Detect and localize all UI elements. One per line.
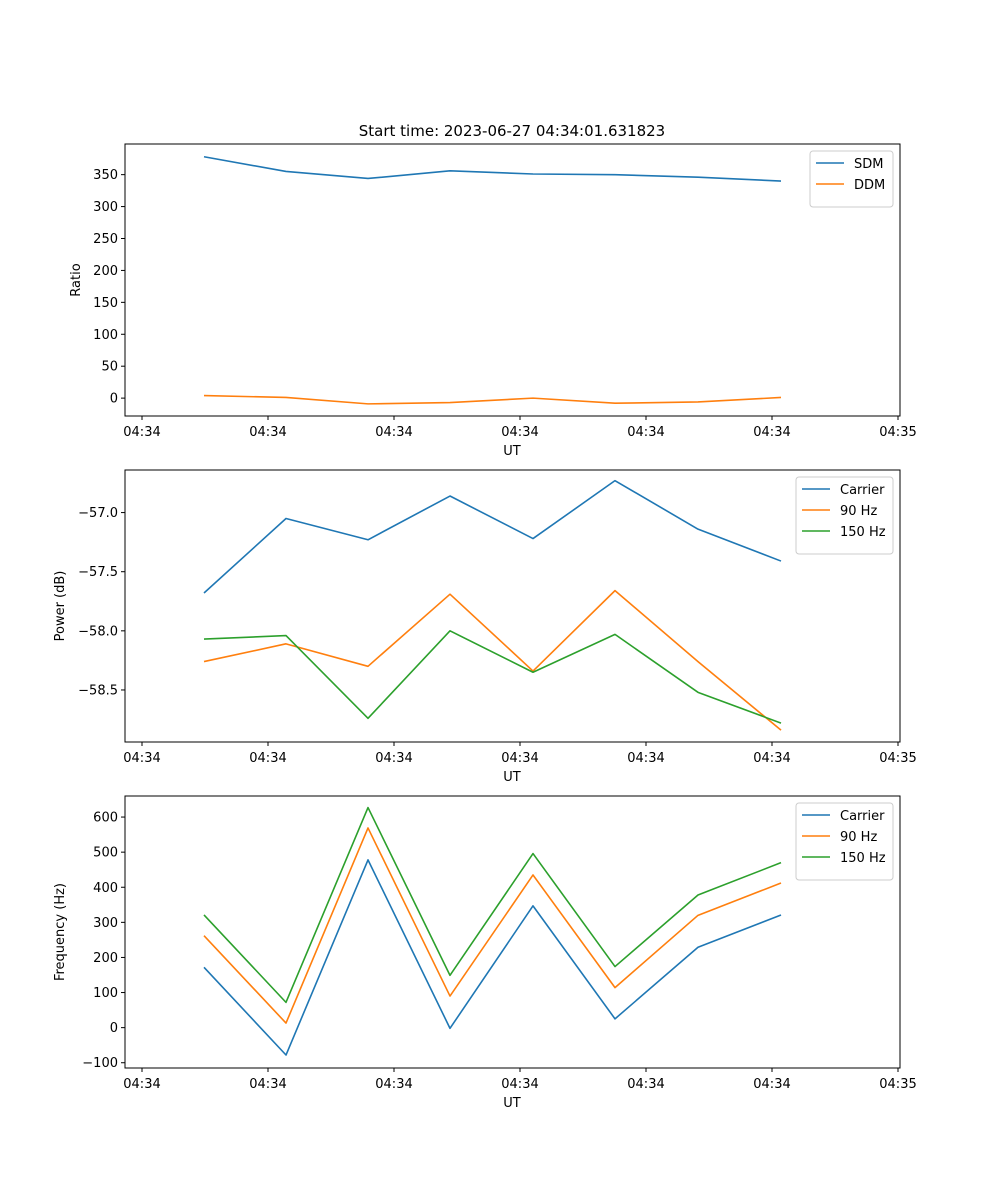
power-xtick-label: 04:35: [879, 751, 916, 766]
ratio-legend-box: [809, 150, 894, 208]
ratio-xtick-label: 04:34: [627, 425, 664, 440]
frequency-axes-frame: [124, 795, 901, 1069]
power-ytick-label: −58.0: [78, 624, 118, 639]
power-ytick-label: −57.5: [78, 565, 118, 580]
ratio-ytick-label: 300: [93, 200, 118, 215]
power-xaxis-label: UT: [503, 770, 521, 785]
ratio-xtick-label: 04:34: [753, 425, 790, 440]
frequency-ytick-label: 100: [93, 986, 118, 1001]
power-xtick-label: 04:34: [375, 751, 412, 766]
frequency-ytick-label: 0: [110, 1021, 118, 1036]
ratio-ytick-label: 150: [93, 296, 118, 311]
power-xtick-label: 04:34: [249, 751, 286, 766]
power-xtick-label: 04:34: [501, 751, 538, 766]
power-yaxis-label: Power (dB): [53, 571, 68, 642]
ratio-ytick-label: 350: [93, 168, 118, 183]
ratio-series-sdm-line: [203, 155, 782, 182]
ratio-xtick-label: 04:35: [879, 425, 916, 440]
frequency-series-90-hz-line: [203, 827, 782, 1024]
ratio-xtick-label: 04:34: [501, 425, 538, 440]
power-ytick-label: −57.0: [78, 506, 118, 521]
frequency-xtick-label: 04:34: [501, 1077, 538, 1092]
power-series-carrier-line: [203, 479, 782, 594]
ratio-xaxis-label: UT: [503, 444, 521, 459]
frequency-legend-label-150-hz: 150 Hz: [840, 851, 886, 866]
frequency-panel: −100 0 100 200 300 400 500 600 04:34 04:34 04:34 04…: [53, 795, 917, 1111]
power-legend-label-150-hz: 150 Hz: [840, 525, 886, 540]
power-axes-frame: [124, 469, 901, 743]
ratio-ytick-label: 250: [93, 232, 118, 247]
power-xtick-label: 04:34: [753, 751, 790, 766]
ratio-legend-label-ddm: DDM: [854, 178, 885, 193]
frequency-ytick-label: 300: [93, 916, 118, 931]
ratio-xtick-label: 04:34: [375, 425, 412, 440]
power-panel: −58.5 −58.0 −57.5 −57.0 04:34 04:34 04:34 04:34…: [53, 469, 917, 785]
frequency-ytick-label: 400: [93, 881, 118, 896]
frequency-ytick-label: 600: [93, 811, 118, 826]
ratio-series-ddm-line: [203, 394, 782, 405]
ratio-panel: 0 50 100 150 200 250 300 350 04:34 04:34 04:34 04:3…: [69, 143, 917, 459]
frequency-xtick-label: 04:35: [879, 1077, 916, 1092]
power-legend-label-carrier: Carrier: [840, 483, 885, 498]
ratio-axes-frame: [124, 143, 901, 417]
frequency-xtick-label: 04:34: [123, 1077, 160, 1092]
ratio-ytick-label: 0: [110, 392, 118, 407]
power-series-150-hz-line: [203, 630, 782, 724]
figure-title: Start time: 2023-06-27 04:34:01.631823: [359, 122, 665, 140]
power-legend-box: [795, 476, 894, 555]
frequency-legend-box: [795, 802, 894, 881]
ratio-yaxis-label: Ratio: [69, 263, 84, 296]
frequency-legend-label-90-hz: 90 Hz: [840, 830, 877, 845]
frequency-xtick-label: 04:34: [249, 1077, 286, 1092]
ratio-legend: SDM DDM: [809, 150, 894, 208]
ratio-xtick-label: 04:34: [249, 425, 286, 440]
ratio-legend-label-sdm: SDM: [854, 157, 883, 172]
frequency-ytick-label: −100: [82, 1056, 118, 1071]
ratio-ytick-label: 100: [93, 328, 118, 343]
ratio-xtick-label: 04:34: [123, 425, 160, 440]
frequency-legend: Carrier 90 Hz 150 Hz: [795, 802, 894, 881]
frequency-xtick-label: 04:34: [627, 1077, 664, 1092]
ratio-ytick-label: 50: [101, 360, 118, 375]
power-legend: Carrier 90 Hz 150 Hz: [795, 476, 894, 555]
power-xtick-label: 04:34: [123, 751, 160, 766]
frequency-legend-label-carrier: Carrier: [840, 809, 885, 824]
frequency-xaxis-label: UT: [503, 1096, 521, 1111]
ratio-ytick-label: 200: [93, 264, 118, 279]
frequency-series-150-hz-line: [203, 806, 782, 1004]
frequency-series-carrier-line: [203, 859, 782, 1056]
power-xtick-label: 04:34: [627, 751, 664, 766]
frequency-ytick-label: 200: [93, 951, 118, 966]
frequency-ytick-label: 500: [93, 846, 118, 861]
frequency-xtick-label: 04:34: [375, 1077, 412, 1092]
power-ytick-label: −58.5: [78, 683, 118, 698]
frequency-xtick-label: 04:34: [753, 1077, 790, 1092]
power-legend-label-90-hz: 90 Hz: [840, 504, 877, 519]
power-series-90-hz-line: [203, 589, 782, 731]
frequency-yaxis-label: Frequency (Hz): [53, 883, 68, 981]
